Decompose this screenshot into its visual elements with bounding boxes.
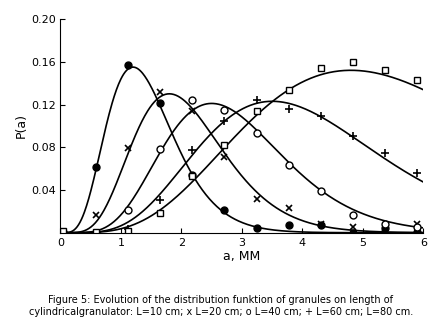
X-axis label: a, MM: a, MM [223,250,261,263]
Y-axis label: P(a): P(a) [15,113,28,138]
Text: Figure 5: Evolution of the distribution funktion of granules on length of
cylind: Figure 5: Evolution of the distribution … [29,295,413,317]
